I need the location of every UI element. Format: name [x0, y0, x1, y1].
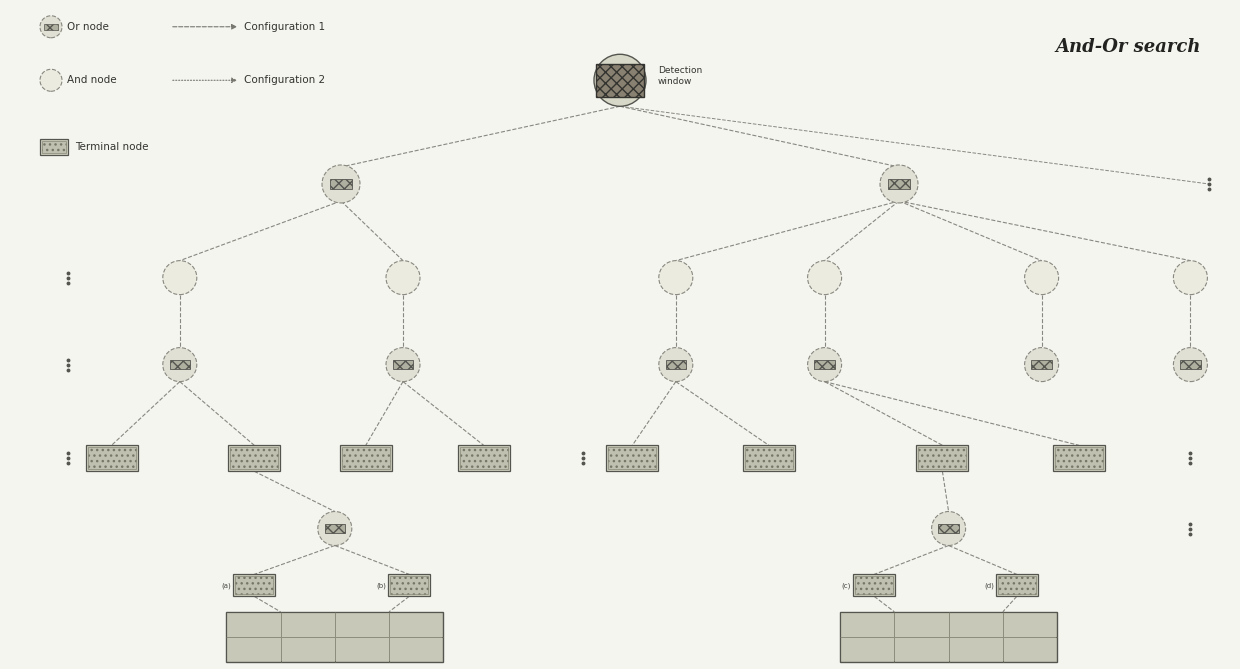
- FancyBboxPatch shape: [888, 179, 910, 189]
- FancyBboxPatch shape: [996, 575, 1038, 596]
- FancyBboxPatch shape: [916, 446, 968, 471]
- FancyBboxPatch shape: [919, 448, 966, 469]
- FancyBboxPatch shape: [998, 577, 1035, 594]
- Text: And node: And node: [67, 76, 117, 85]
- FancyBboxPatch shape: [170, 360, 190, 369]
- Circle shape: [1024, 261, 1059, 294]
- Circle shape: [807, 261, 842, 294]
- FancyBboxPatch shape: [330, 179, 352, 189]
- Circle shape: [594, 54, 646, 106]
- Text: Or node: Or node: [67, 22, 109, 31]
- Text: And-Or search: And-Or search: [1055, 38, 1202, 56]
- Circle shape: [40, 70, 62, 91]
- FancyBboxPatch shape: [227, 611, 444, 662]
- Circle shape: [162, 348, 197, 381]
- Circle shape: [386, 348, 420, 381]
- FancyBboxPatch shape: [1055, 448, 1102, 469]
- Text: Detection
window: Detection window: [658, 66, 702, 86]
- Text: (a): (a): [222, 582, 231, 589]
- FancyBboxPatch shape: [43, 23, 58, 30]
- FancyBboxPatch shape: [745, 448, 792, 469]
- Text: Configuration 1: Configuration 1: [244, 22, 325, 31]
- FancyBboxPatch shape: [227, 613, 443, 661]
- FancyBboxPatch shape: [325, 524, 345, 533]
- FancyBboxPatch shape: [458, 446, 510, 471]
- Circle shape: [658, 348, 693, 381]
- FancyBboxPatch shape: [1032, 360, 1052, 369]
- FancyBboxPatch shape: [88, 448, 135, 469]
- FancyBboxPatch shape: [939, 524, 959, 533]
- Circle shape: [386, 261, 420, 294]
- FancyBboxPatch shape: [42, 141, 66, 153]
- Circle shape: [931, 512, 966, 545]
- Circle shape: [807, 348, 842, 381]
- FancyBboxPatch shape: [233, 575, 275, 596]
- Circle shape: [317, 512, 352, 545]
- FancyBboxPatch shape: [393, 360, 413, 369]
- FancyBboxPatch shape: [40, 139, 68, 155]
- FancyBboxPatch shape: [596, 64, 644, 97]
- Text: (d): (d): [983, 582, 993, 589]
- Circle shape: [880, 165, 918, 203]
- Text: (b): (b): [376, 582, 386, 589]
- FancyBboxPatch shape: [743, 446, 795, 471]
- FancyBboxPatch shape: [815, 360, 835, 369]
- FancyBboxPatch shape: [1053, 446, 1105, 471]
- FancyBboxPatch shape: [609, 448, 656, 469]
- Circle shape: [1173, 348, 1208, 381]
- FancyBboxPatch shape: [340, 446, 392, 471]
- Text: Configuration 2: Configuration 2: [244, 76, 325, 85]
- FancyBboxPatch shape: [86, 446, 138, 471]
- Circle shape: [1024, 348, 1059, 381]
- FancyBboxPatch shape: [841, 613, 1056, 661]
- FancyBboxPatch shape: [228, 446, 280, 471]
- Circle shape: [1173, 261, 1208, 294]
- Circle shape: [162, 261, 197, 294]
- FancyBboxPatch shape: [460, 448, 507, 469]
- FancyBboxPatch shape: [856, 577, 893, 594]
- FancyBboxPatch shape: [606, 446, 658, 471]
- FancyBboxPatch shape: [1180, 360, 1200, 369]
- Text: (c): (c): [842, 582, 851, 589]
- FancyBboxPatch shape: [231, 448, 278, 469]
- FancyBboxPatch shape: [391, 577, 428, 594]
- Circle shape: [40, 16, 62, 37]
- FancyBboxPatch shape: [839, 611, 1056, 662]
- FancyBboxPatch shape: [388, 575, 430, 596]
- Circle shape: [658, 261, 693, 294]
- Circle shape: [322, 165, 360, 203]
- FancyBboxPatch shape: [342, 448, 389, 469]
- FancyBboxPatch shape: [236, 577, 273, 594]
- Text: Terminal node: Terminal node: [74, 142, 149, 152]
- FancyBboxPatch shape: [666, 360, 686, 369]
- FancyBboxPatch shape: [853, 575, 895, 596]
